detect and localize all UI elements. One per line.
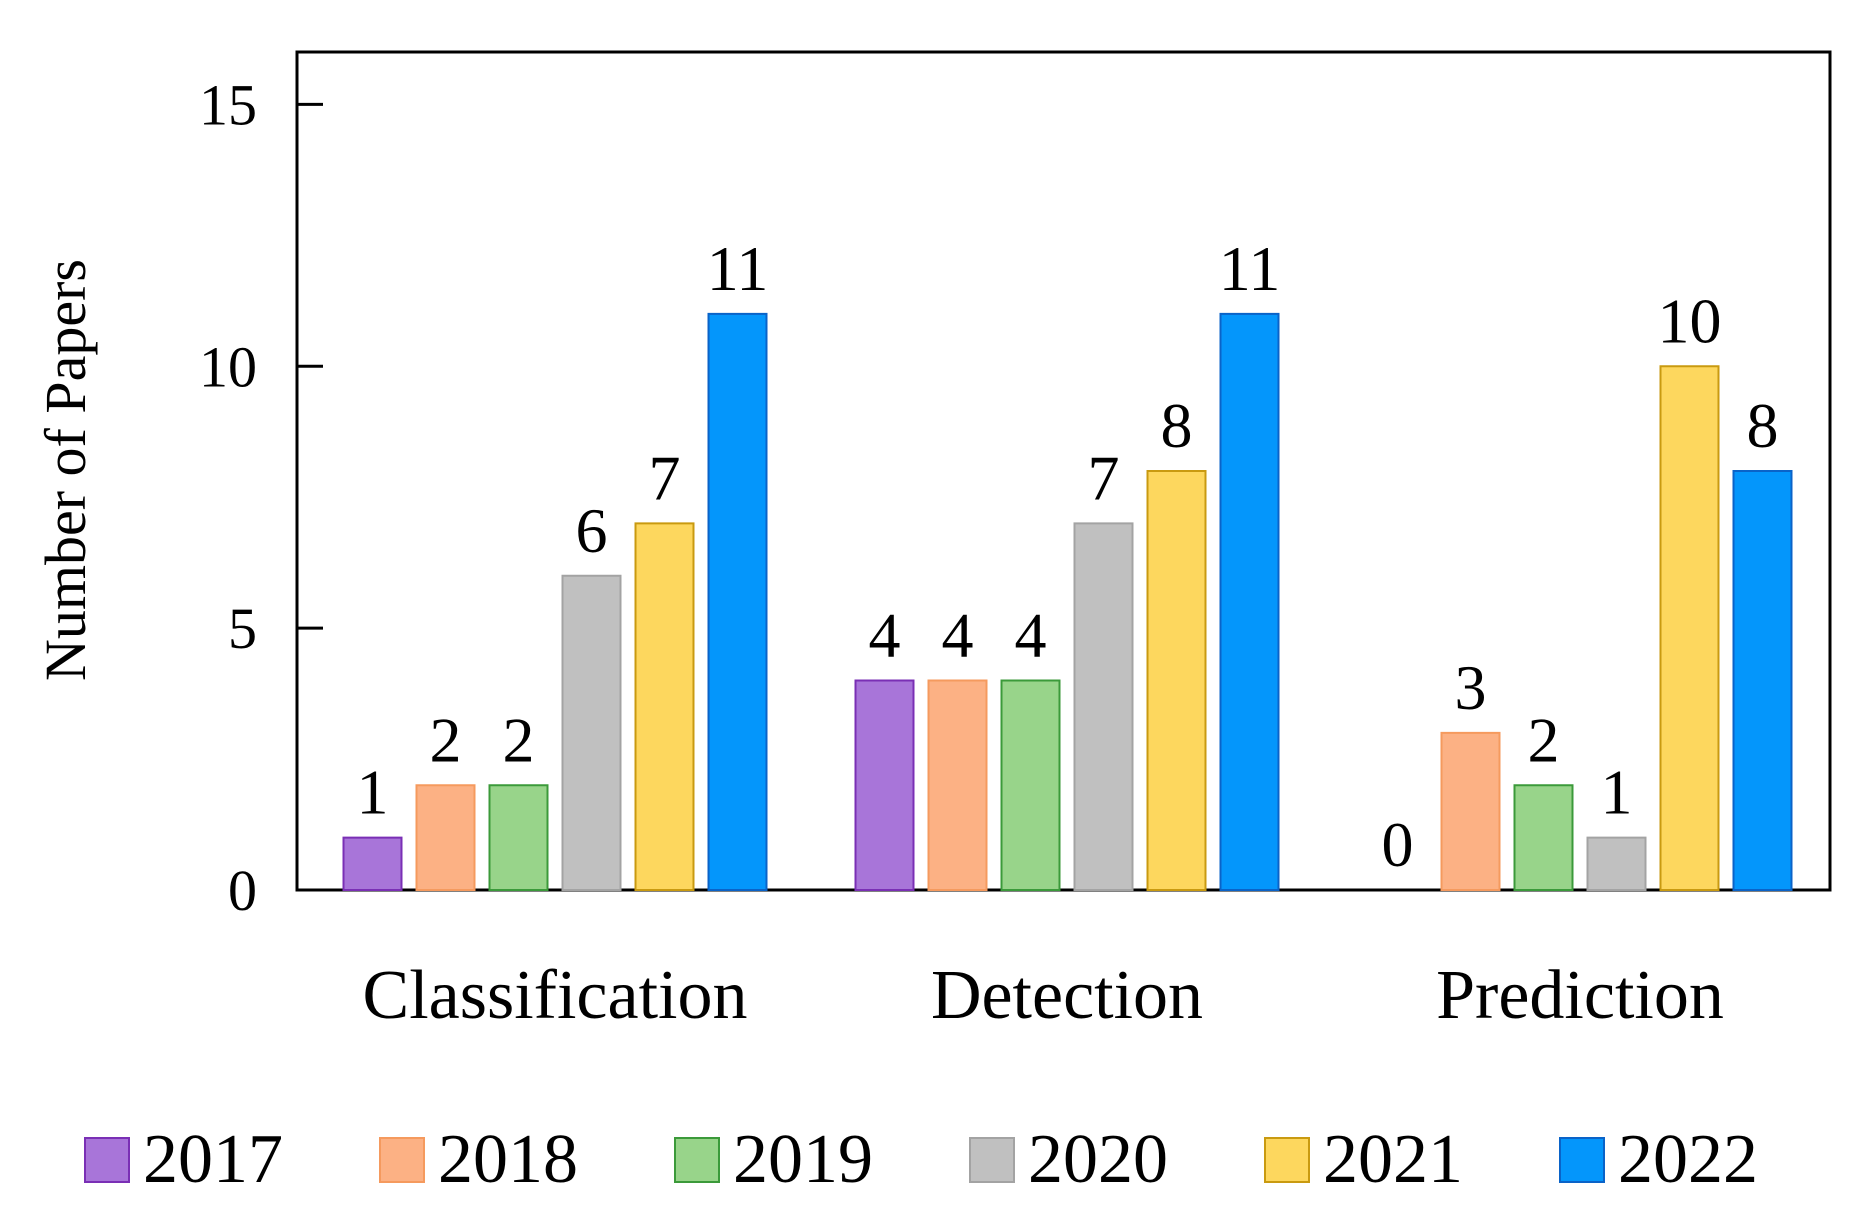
bar-detection-2021 — [1146, 470, 1207, 891]
data-label-prediction-2019: 2 — [1528, 704, 1560, 775]
bar-detection-2020 — [1073, 522, 1134, 891]
x-category-label-prediction: Prediction — [1436, 957, 1724, 1034]
data-label-detection-2017: 4 — [869, 600, 901, 671]
bar-prediction-2022 — [1732, 470, 1793, 891]
legend-label-2017: 2017 — [143, 1121, 283, 1198]
data-label-classification-2020: 6 — [576, 495, 608, 566]
data-label-detection-2021: 8 — [1161, 390, 1193, 461]
bar-classification-2018 — [415, 784, 476, 891]
bar-classification-2017 — [342, 836, 403, 891]
bar-classification-2020 — [561, 574, 622, 891]
data-label-detection-2020: 7 — [1088, 442, 1120, 513]
bar-prediction-2018 — [1440, 731, 1501, 891]
data-label-classification-2022: 11 — [707, 233, 769, 304]
data-label-classification-2019: 2 — [503, 704, 535, 775]
bar-prediction-2021 — [1659, 365, 1720, 891]
legend-label-2019: 2019 — [733, 1121, 873, 1198]
legend-swatch-2022 — [1559, 1137, 1605, 1183]
bar-detection-2022 — [1219, 312, 1280, 891]
data-label-classification-2021: 7 — [649, 442, 681, 513]
x-category-label-classification: Classification — [363, 957, 748, 1034]
data-label-classification-2017: 1 — [357, 757, 389, 828]
data-label-prediction-2020: 1 — [1601, 757, 1633, 828]
legend-swatch-2017 — [84, 1137, 130, 1183]
x-category-label-detection: Detection — [931, 957, 1203, 1034]
y-tick-label-0: 0 — [228, 858, 257, 923]
y-axis-label: Number of Papers — [33, 259, 98, 681]
legend-swatch-2019 — [674, 1137, 720, 1183]
bar-classification-2022 — [707, 312, 768, 891]
data-label-detection-2019: 4 — [1015, 600, 1047, 671]
y-tick-label-15: 15 — [199, 72, 257, 137]
plot-frame — [295, 50, 1832, 892]
legend-label-2021: 2021 — [1323, 1121, 1463, 1198]
bar-detection-2018 — [927, 679, 988, 891]
legend-label-2020: 2020 — [1028, 1121, 1168, 1198]
data-label-classification-2018: 2 — [430, 704, 462, 775]
data-label-detection-2018: 4 — [942, 600, 974, 671]
bar-detection-2017 — [854, 679, 915, 891]
data-label-detection-2022: 11 — [1219, 233, 1281, 304]
y-tick-label-5: 5 — [228, 596, 257, 661]
legend: 2017 2018 2019 2020 2021 2022 — [84, 1121, 1758, 1198]
bar-detection-2019 — [1000, 679, 1061, 891]
data-label-prediction-2017: 0 — [1382, 809, 1414, 880]
bar-classification-2021 — [634, 522, 695, 891]
data-label-prediction-2021: 10 — [1658, 285, 1722, 356]
legend-label-2022: 2022 — [1618, 1121, 1758, 1198]
data-label-prediction-2022: 8 — [1747, 390, 1779, 461]
bar-classification-2019 — [488, 784, 549, 891]
legend-swatch-2021 — [1264, 1137, 1310, 1183]
bar-prediction-2019 — [1513, 784, 1574, 891]
legend-label-2018: 2018 — [438, 1121, 578, 1198]
y-tick-label-10: 10 — [199, 334, 257, 399]
legend-swatch-2018 — [379, 1137, 425, 1183]
legend-swatch-2020 — [969, 1137, 1015, 1183]
bar-prediction-2020 — [1586, 836, 1647, 891]
data-label-prediction-2018: 3 — [1455, 652, 1487, 723]
